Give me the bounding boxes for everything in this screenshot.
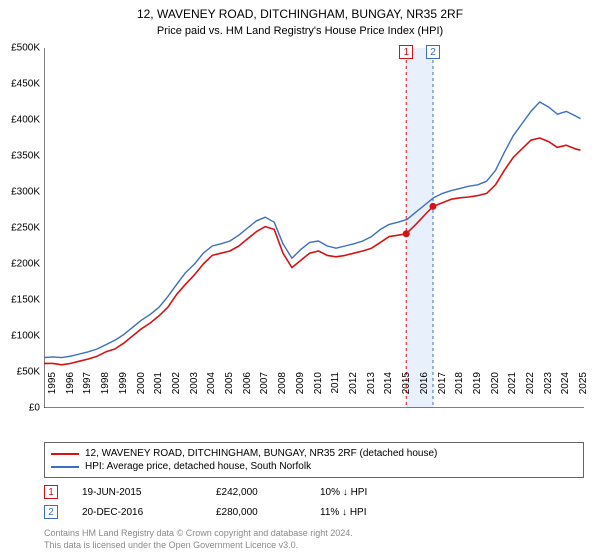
x-tick-label: 2005: [224, 372, 235, 412]
x-tick-label: 2012: [348, 372, 359, 412]
x-tick-label: 2000: [136, 372, 147, 412]
sales-pct-2: 11% ↓ HPI: [320, 507, 420, 518]
x-tick-label: 2022: [525, 372, 536, 412]
x-tick-label: 2016: [419, 372, 430, 412]
x-tick-label: 2017: [437, 372, 448, 412]
sales-marker-2: 2: [44, 505, 58, 519]
x-tick-label: 2008: [277, 372, 288, 412]
x-tick-label: 2001: [153, 372, 164, 412]
y-tick-label: £100K: [11, 331, 40, 342]
x-tick-label: 2020: [490, 372, 501, 412]
sales-marker-1: 1: [44, 485, 58, 499]
x-tick-label: 2019: [472, 372, 483, 412]
sales-pct-1: 10% ↓ HPI: [320, 487, 420, 498]
y-tick-label: £350K: [11, 151, 40, 162]
chart-subtitle: Price paid vs. HM Land Registry's House …: [0, 23, 600, 37]
marker-box-1: 1: [399, 45, 413, 59]
x-tick-label: 2010: [313, 372, 324, 412]
x-tick-label: 2004: [206, 372, 217, 412]
sales-price-2: £280,000: [216, 507, 296, 518]
y-tick-label: £250K: [11, 223, 40, 234]
x-tick-label: 1996: [65, 372, 76, 412]
chart-area: £0£50K£100K£150K£200K£250K£300K£350K£400…: [44, 48, 584, 408]
x-tick-label: 2006: [242, 372, 253, 412]
x-tick-label: 2015: [401, 372, 412, 412]
legend-label-1: 12, WAVENEY ROAD, DITCHINGHAM, BUNGAY, N…: [85, 448, 437, 459]
legend-swatch-2: [51, 466, 79, 468]
legend-label-2: HPI: Average price, detached house, Sout…: [85, 461, 311, 472]
footer-line-2: This data is licensed under the Open Gov…: [44, 540, 353, 552]
y-tick-label: £0: [29, 403, 40, 414]
sales-table: 1 19-JUN-2015 £242,000 10% ↓ HPI 2 20-DE…: [44, 482, 584, 522]
legend-box: 12, WAVENEY ROAD, DITCHINGHAM, BUNGAY, N…: [44, 442, 584, 478]
y-tick-label: £450K: [11, 79, 40, 90]
y-tick-label: £200K: [11, 259, 40, 270]
x-tick-label: 2002: [171, 372, 182, 412]
x-tick-label: 2023: [543, 372, 554, 412]
x-tick-label: 2025: [578, 372, 589, 412]
x-tick-label: 2024: [560, 372, 571, 412]
sales-row-1: 1 19-JUN-2015 £242,000 10% ↓ HPI: [44, 482, 584, 502]
sales-row-2: 2 20-DEC-2016 £280,000 11% ↓ HPI: [44, 502, 584, 522]
x-tick-label: 1999: [118, 372, 129, 412]
legend-row-1: 12, WAVENEY ROAD, DITCHINGHAM, BUNGAY, N…: [51, 447, 577, 460]
marker-box-2: 2: [426, 45, 440, 59]
footer: Contains HM Land Registry data © Crown c…: [44, 528, 353, 551]
y-tick-label: £50K: [17, 367, 40, 378]
y-tick-label: £150K: [11, 295, 40, 306]
x-tick-label: 1995: [47, 372, 58, 412]
x-tick-label: 2003: [189, 372, 200, 412]
y-tick-label: £500K: [11, 43, 40, 54]
x-tick-label: 2014: [383, 372, 394, 412]
x-tick-label: 2007: [259, 372, 270, 412]
chart-svg: [44, 48, 584, 408]
x-tick-label: 1998: [100, 372, 111, 412]
sales-date-1: 19-JUN-2015: [82, 487, 192, 498]
chart-container: 12, WAVENEY ROAD, DITCHINGHAM, BUNGAY, N…: [0, 0, 600, 560]
footer-line-1: Contains HM Land Registry data © Crown c…: [44, 528, 353, 540]
chart-title: 12, WAVENEY ROAD, DITCHINGHAM, BUNGAY, N…: [0, 0, 600, 23]
sales-date-2: 20-DEC-2016: [82, 507, 192, 518]
x-tick-label: 2018: [454, 372, 465, 412]
x-tick-label: 2013: [366, 372, 377, 412]
x-tick-label: 1997: [82, 372, 93, 412]
y-tick-label: £400K: [11, 115, 40, 126]
x-tick-label: 2009: [295, 372, 306, 412]
y-tick-label: £300K: [11, 187, 40, 198]
x-tick-label: 2021: [507, 372, 518, 412]
legend-swatch-1: [51, 453, 79, 455]
legend-row-2: HPI: Average price, detached house, Sout…: [51, 460, 577, 473]
x-tick-label: 2011: [330, 372, 341, 412]
sales-price-1: £242,000: [216, 487, 296, 498]
